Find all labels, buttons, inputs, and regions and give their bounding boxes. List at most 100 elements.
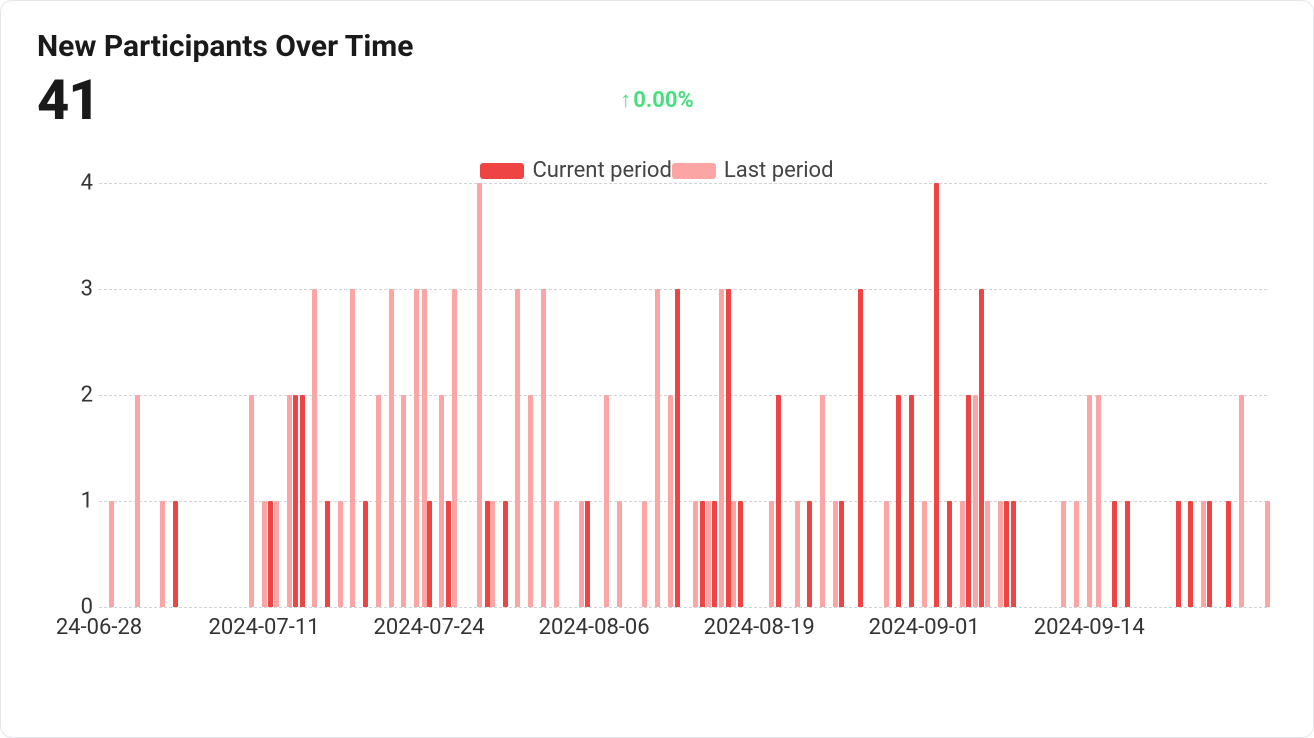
bar-last[interactable] [515,289,520,607]
x-tick-label: 2024-08-19 [704,615,815,640]
y-tick-label: 2 [65,383,93,408]
bar-current[interactable] [738,501,743,607]
bar-last[interactable] [312,289,317,607]
bar-current[interactable] [173,501,178,607]
bar-last[interactable] [922,501,927,607]
bar-current[interactable] [300,395,305,607]
bar-last[interactable] [668,395,673,607]
bar-last[interactable] [422,289,427,607]
bar-current[interactable] [1226,501,1231,607]
grid-line [99,395,1267,396]
bar-last[interactable] [287,395,292,607]
bar-current[interactable] [1188,501,1193,607]
bar-last[interactable] [617,501,622,607]
bar-current[interactable] [807,501,812,607]
bar-last[interactable] [135,395,140,607]
bar-current[interactable] [726,289,731,607]
bar-last[interactable] [655,289,660,607]
bar-last[interactable] [604,395,609,607]
bar-last[interactable] [833,501,838,607]
y-tick-label: 4 [65,171,93,196]
bar-current[interactable] [947,501,952,607]
bar-current[interactable] [293,395,298,607]
bar-last[interactable] [401,395,406,607]
grid-line [99,607,1267,608]
bar-last[interactable] [249,395,254,607]
bar-last[interactable] [1239,395,1244,607]
delta-badge: ↑0.00% [620,87,694,113]
bar-last[interactable] [350,289,355,607]
bar-last[interactable] [1061,501,1066,607]
bar-current[interactable] [858,289,863,607]
bar-current[interactable] [675,289,680,607]
chart-card: New Participants Over Time 41 ↑0.00% Cur… [0,0,1314,738]
bar-last[interactable] [1087,395,1092,607]
grid-line [99,289,1267,290]
bar-current[interactable] [1112,501,1117,607]
bar-current[interactable] [503,501,508,607]
y-tick-label: 3 [65,277,93,302]
bar-last[interactable] [541,289,546,607]
bar-last[interactable] [884,501,889,607]
bar-current[interactable] [1176,501,1181,607]
bar-last[interactable] [490,501,495,607]
bar-last[interactable] [414,289,419,607]
bar-current[interactable] [325,501,330,607]
bar-last[interactable] [985,501,990,607]
chart-area: 01234 24-06-282024-07-112024-07-242024-0… [57,177,1267,647]
bar-last[interactable] [795,501,800,607]
bar-current[interactable] [776,395,781,607]
y-tick-label: 1 [65,489,93,514]
bar-last[interactable] [109,501,114,607]
bar-last[interactable] [262,501,267,607]
bar-current[interactable] [485,501,490,607]
bar-last[interactable] [160,501,165,607]
x-tick-label: 2024-08-06 [539,615,650,640]
bar-last[interactable] [1201,501,1206,607]
bar-last[interactable] [274,501,279,607]
bar-current[interactable] [585,501,590,607]
bar-current[interactable] [446,501,451,607]
bar-current[interactable] [966,395,971,607]
bar-current[interactable] [896,395,901,607]
bar-current[interactable] [1004,501,1009,607]
bar-last[interactable] [693,501,698,607]
bar-current[interactable] [700,501,705,607]
bar-last[interactable] [820,395,825,607]
bar-current[interactable] [1125,501,1130,607]
bar-last[interactable] [731,501,736,607]
bar-last[interactable] [439,395,444,607]
bar-current[interactable] [363,501,368,607]
bar-last[interactable] [554,501,559,607]
bar-current[interactable] [1011,501,1016,607]
x-tick-label: 2024-07-11 [208,615,319,640]
bar-current[interactable] [268,501,273,607]
bar-last[interactable] [769,501,774,607]
x-axis: 24-06-282024-07-112024-07-242024-08-0620… [99,611,1267,647]
bar-last[interactable] [579,501,584,607]
bar-last[interactable] [528,395,533,607]
bar-last[interactable] [389,289,394,607]
bar-current[interactable] [909,395,914,607]
bar-last[interactable] [973,395,978,607]
bar-current[interactable] [839,501,844,607]
bar-last[interactable] [642,501,647,607]
bar-last[interactable] [1265,501,1270,607]
bar-current[interactable] [979,289,984,607]
bar-last[interactable] [719,289,724,607]
bar-last[interactable] [338,501,343,607]
summary-row: 41 ↑0.00% [37,72,1277,128]
bar-last[interactable] [998,501,1003,607]
bar-current[interactable] [712,501,717,607]
bar-last[interactable] [452,289,457,607]
bar-current[interactable] [934,183,939,607]
bar-last[interactable] [706,501,711,607]
bar-current[interactable] [1207,501,1212,607]
bar-last[interactable] [1074,501,1079,607]
bar-last[interactable] [1096,395,1101,607]
delta-value: 0.00% [633,88,694,113]
bar-last[interactable] [960,501,965,607]
bar-last[interactable] [376,395,381,607]
bar-last[interactable] [477,183,482,607]
bar-current[interactable] [427,501,432,607]
